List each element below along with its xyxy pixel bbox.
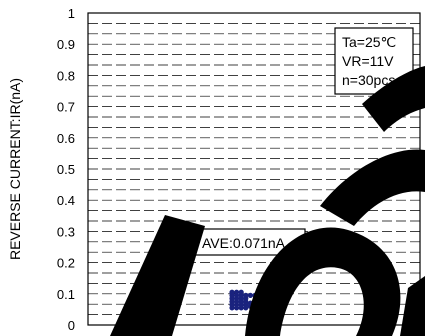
data-point: [247, 292, 253, 298]
data-points: [229, 289, 263, 311]
watermark-stroke-5: [400, 276, 425, 336]
y-tick-label: 0.4: [57, 193, 75, 208]
y-tick-label: 0.2: [57, 256, 75, 271]
watermark-stroke-2: [245, 227, 401, 336]
y-tick-label: 0.7: [57, 100, 75, 115]
watermark-stroke-4: [362, 66, 425, 132]
y-tick-label: 0.1: [57, 287, 75, 302]
watermark-stroke-1: [110, 215, 205, 336]
data-point: [243, 292, 249, 298]
data-point: [238, 289, 244, 295]
y-tick-label: 0.3: [57, 224, 75, 239]
data-point: [229, 289, 235, 295]
watermark: [110, 66, 425, 336]
condition-voltage: VR=11V: [342, 53, 394, 69]
y-tick-label: 1: [68, 6, 75, 21]
condition-sample-count: n=30pcs: [342, 72, 395, 88]
y-tick-label: 0.8: [57, 68, 75, 83]
y-axis-ticks: 0 0.1 0.2 0.3 0.4 0.5 0.6 0.7 0.8 0.9 1: [57, 6, 75, 333]
data-point: [234, 289, 240, 295]
watermark-stroke-3: [320, 149, 425, 226]
condition-temperature: Ta=25℃: [342, 34, 396, 50]
y-tick-label: 0: [68, 318, 75, 333]
y-tick-label: 0.6: [57, 131, 75, 146]
y-tick-label: 0.9: [57, 37, 75, 52]
y-axis-label: REVERSE CURRENT:IR(nA): [7, 78, 23, 260]
ave-annotation-text: AVE:0.071nA: [202, 235, 286, 251]
y-tick-label: 0.5: [57, 162, 75, 177]
